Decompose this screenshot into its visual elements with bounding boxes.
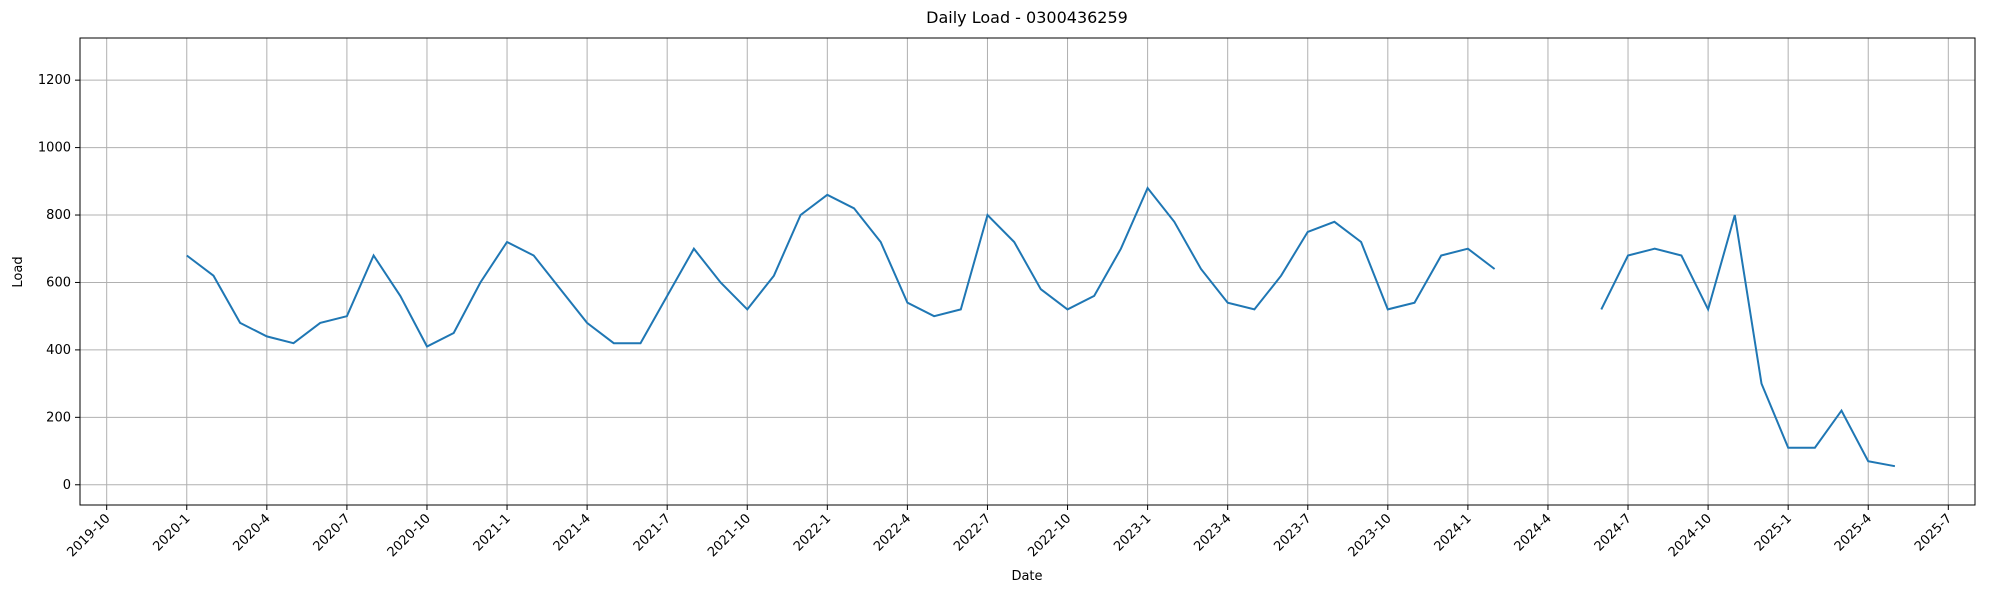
y-tick-label: 600 [46, 275, 71, 290]
x-tick-label: 2023-1 [1111, 511, 1154, 554]
y-tick-label: 1200 [38, 73, 71, 88]
data-line [186, 186, 1896, 468]
x-tick-label: 2021-4 [551, 511, 594, 554]
x-tick-label: 2025-1 [1752, 511, 1795, 554]
y-tick-label: 400 [46, 343, 71, 358]
plot-frame [79, 37, 1976, 506]
x-tick-label: 2019-10 [64, 511, 113, 560]
x-tick-label: 2025-7 [1912, 511, 1955, 554]
x-tick-label: 2024-4 [1512, 511, 1555, 554]
y-tick-label: 1000 [38, 141, 71, 156]
x-tick-label: 2024-7 [1592, 511, 1635, 554]
x-tick-label: 2022-4 [871, 511, 914, 554]
x-tick-label: 2023-7 [1271, 511, 1314, 554]
chart-title: Daily Load - 0300436259 [926, 8, 1128, 27]
x-tick-label: 2022-7 [951, 511, 994, 554]
x-tick-label: 2022-10 [1025, 511, 1074, 560]
x-tick-label: 2024-1 [1432, 511, 1475, 554]
x-tick-label: 2020-1 [150, 511, 193, 554]
x-tick-label: 2021-1 [471, 511, 514, 554]
x-tick-label: 2025-4 [1832, 511, 1875, 554]
x-tick-label: 2020-10 [385, 511, 434, 560]
y-tick-label: 800 [46, 208, 71, 223]
x-tick-label: 2023-10 [1346, 511, 1395, 560]
x-tick-label: 2024-10 [1666, 511, 1715, 560]
x-tick-label: 2020-4 [230, 511, 273, 554]
x-tick-label: 2021-10 [705, 511, 754, 560]
y-tick-label: 200 [46, 410, 71, 425]
y-axis-label: Load [11, 256, 26, 287]
x-tick-label: 2020-7 [311, 511, 354, 554]
x-tick-label: 2022-1 [791, 511, 834, 554]
x-tick-label: 2021-7 [631, 511, 674, 554]
x-axis-label: Date [1011, 569, 1042, 584]
x-tick-label: 2023-4 [1191, 511, 1234, 554]
y-tick-label: 0 [63, 478, 71, 493]
